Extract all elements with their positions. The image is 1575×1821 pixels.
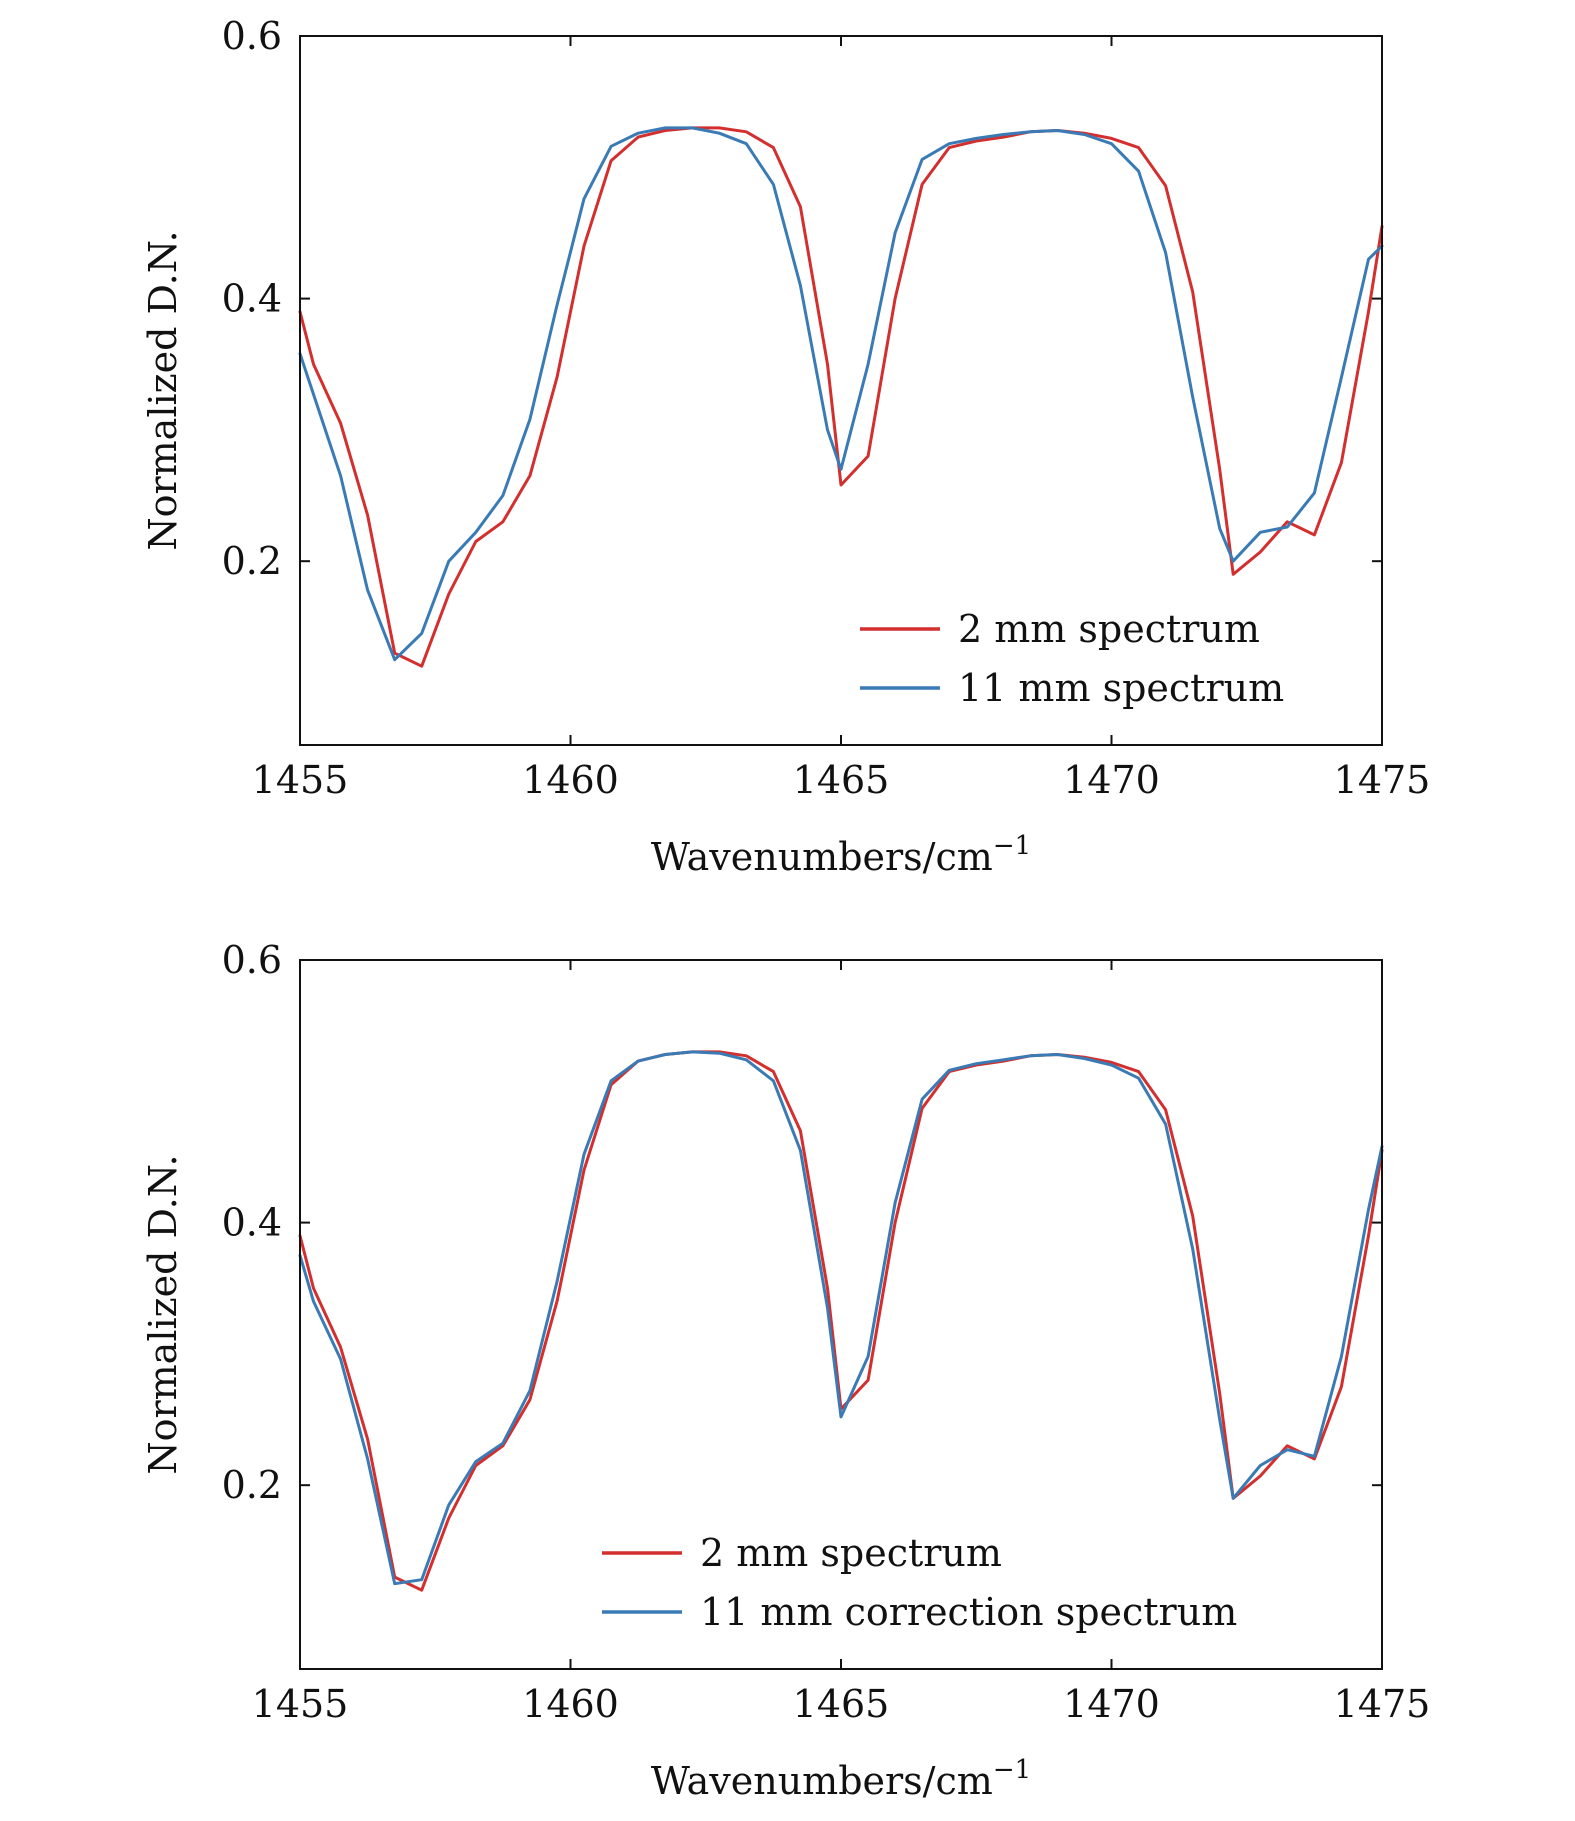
- legend-label: 11 mm correction spectrum: [700, 1590, 1237, 1634]
- series-line-reference: [298, 126, 1384, 668]
- x-tick-label: 1470: [1063, 1682, 1160, 1726]
- x-tick-label: 1475: [1334, 758, 1431, 802]
- y-tick-label: 0.4: [222, 277, 282, 321]
- series-group: [298, 1050, 1384, 1592]
- x-tick-label: 1475: [1334, 1682, 1431, 1726]
- x-axis-title: Wavenumbers/cm−1: [651, 1755, 1031, 1803]
- legend-label: 2 mm spectrum: [958, 607, 1260, 651]
- x-axis-title: Wavenumbers/cm−1: [651, 831, 1031, 879]
- x-tick-label: 1460: [522, 1682, 619, 1726]
- legend: 2 mm spectrum 11 mm correction spectrum: [602, 1531, 1237, 1634]
- x-tick-label: 1455: [252, 1682, 349, 1726]
- x-axis-title-superscript: −1: [993, 1755, 1031, 1785]
- y-tick-label: 0.2: [222, 1463, 282, 1507]
- legend: 2 mm spectrum 11 mm spectrum: [860, 607, 1284, 710]
- chart-top: 1455 1460 1465 1470 1475 0.2 0.4 0.6 Wavenumbers…: [141, 14, 1430, 879]
- series-line-comparison: [298, 126, 1384, 662]
- x-tick-label: 1470: [1063, 758, 1160, 802]
- x-axis-title-text: Wavenumbers/cm: [651, 1759, 993, 1803]
- series-line-comparison: [298, 1050, 1384, 1586]
- series-group: [298, 126, 1384, 668]
- x-tick-label: 1460: [522, 758, 619, 802]
- x-tick-label: 1465: [793, 1682, 890, 1726]
- y-tick-label: 0.6: [222, 938, 282, 982]
- y-axis-title: Normalized D.N.: [141, 230, 185, 550]
- legend-label: 2 mm spectrum: [700, 1531, 1002, 1575]
- series-line-reference: [298, 1050, 1384, 1592]
- x-tick-label: 1465: [793, 758, 890, 802]
- chart-bottom: 1455 1460 1465 1470 1475 0.2 0.4 0.6 Wavenumbers…: [141, 938, 1430, 1803]
- x-axis-title-superscript: −1: [993, 831, 1031, 861]
- x-tick-label: 1455: [252, 758, 349, 802]
- legend-label: 11 mm spectrum: [958, 666, 1284, 710]
- y-tick-label: 0.2: [222, 539, 282, 583]
- y-axis-title: Normalized D.N.: [141, 1154, 185, 1474]
- x-axis-title-text: Wavenumbers/cm: [651, 835, 993, 879]
- y-tick-label: 0.6: [222, 14, 282, 58]
- y-tick-label: 0.4: [222, 1201, 282, 1245]
